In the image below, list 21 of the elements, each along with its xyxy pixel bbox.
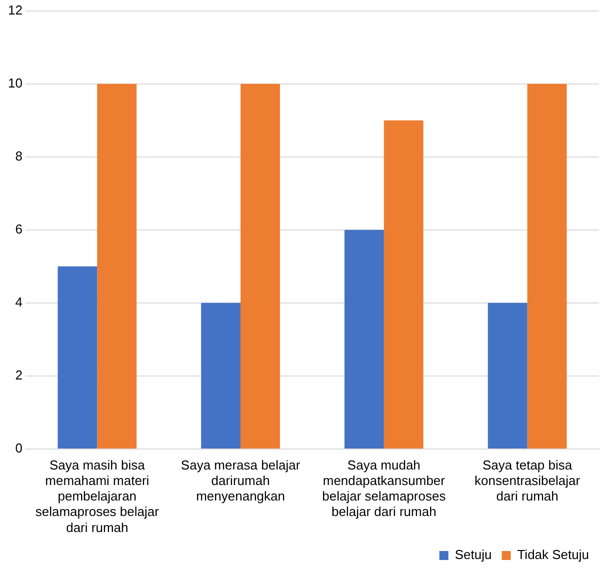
x-tick-label: Saya tetap bisa konsentrasibelajar dari rumah bbox=[474, 457, 581, 504]
bar bbox=[240, 84, 280, 448]
y-tick-label: 8 bbox=[15, 148, 22, 164]
x-tick-label: Saya mudah mendapatkansumber belajar selamaproses belajar dari rumah bbox=[322, 457, 446, 520]
legend-label: Setuju bbox=[454, 547, 492, 562]
bar bbox=[527, 84, 567, 448]
bar bbox=[58, 266, 98, 448]
y-tick-label: 2 bbox=[15, 368, 22, 383]
y-tick-label: 0 bbox=[15, 440, 22, 456]
y-tick-label: 6 bbox=[15, 221, 22, 236]
y-tick-label: 4 bbox=[15, 294, 22, 310]
bar bbox=[97, 84, 137, 448]
bar bbox=[344, 230, 384, 448]
y-tick-label: 10 bbox=[8, 75, 22, 90]
bar bbox=[488, 302, 528, 448]
bar bbox=[201, 302, 241, 448]
bar bbox=[384, 120, 424, 448]
x-tick-label: Saya merasa belajar darirumah menyenangkan bbox=[180, 457, 301, 504]
x-tick-label: Saya masih bisa memahami materi pembelajaran selamaproses belajar dari rumah bbox=[35, 457, 160, 535]
y-tick-label: 12 bbox=[8, 2, 22, 18]
legend-label: Tidak Setuju bbox=[517, 547, 589, 562]
